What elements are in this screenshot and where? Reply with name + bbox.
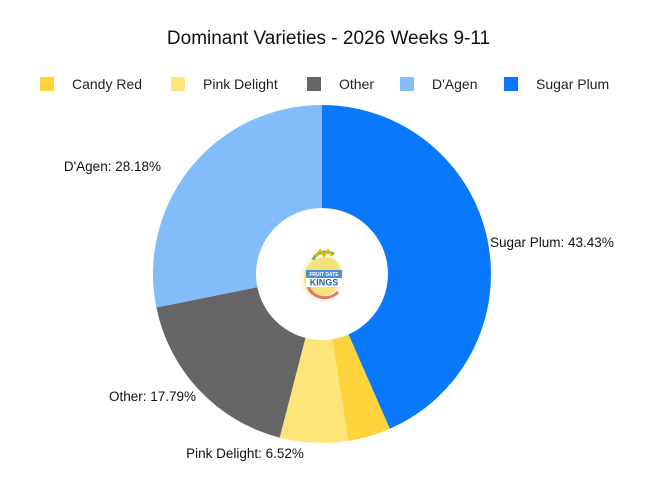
- legend-swatch-dagen: [400, 77, 414, 91]
- legend-label-other: Other: [339, 76, 375, 92]
- logo-text-main: KINGS: [310, 278, 339, 288]
- chart-title: Dominant Varieties - 2026 Weeks 9-11: [166, 28, 491, 49]
- pie-slice-pink-delight: [279, 274, 349, 444]
- pie-slice-sugar-plum: [322, 105, 491, 429]
- legend-swatch-sugar-plum: [504, 77, 518, 91]
- legend-swatch-candy-red: [40, 77, 54, 91]
- legend-swatch-pink-delight: [171, 77, 185, 91]
- fruit-date-kings-logo: FRUIT DATE KINGS: [300, 248, 344, 302]
- legend-label-dagen: D'Agen: [432, 76, 478, 92]
- data-label-pink-delight: Pink Delight: 6.52%: [186, 446, 304, 461]
- legend-label-sugar-plum: Sugar Plum: [536, 76, 610, 92]
- legend-swatch-other: [307, 77, 321, 91]
- legend-label-pink-delight: Pink Delight: [203, 76, 278, 92]
- data-label-sugar-plum: Sugar Plum: 43.43%: [490, 235, 614, 250]
- data-label-other: Other: 17.79%: [109, 389, 196, 404]
- legend-item-pink-delight: Pink Delight: [171, 74, 278, 94]
- legend-item-sugar-plum: Sugar Plum: [504, 74, 609, 94]
- labels-layer: Sugar Plum: 43.43% Pink Delight: 6.52% Oth…: [64, 159, 614, 461]
- legend-item-other: Other: [307, 74, 374, 94]
- logo-text-top: FRUIT DATE: [309, 272, 339, 278]
- legend-label-candy-red: Candy Red: [72, 76, 143, 92]
- data-label-d-agen: D'Agen: 28.18%: [64, 159, 161, 174]
- legend-item-dagen: D'Agen: [400, 74, 477, 94]
- legend-item-candy-red: Candy Red: [40, 74, 142, 94]
- legend: Candy Red Pink Delight Other D'Agen Suga…: [0, 74, 657, 94]
